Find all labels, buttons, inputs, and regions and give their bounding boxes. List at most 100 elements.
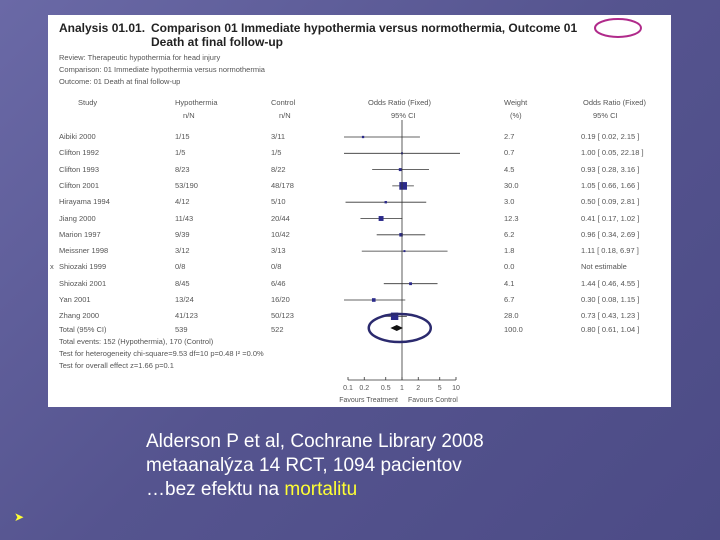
col-hypothermia: Hypothermia — [175, 98, 218, 107]
study-control: 3/11 — [271, 132, 286, 141]
study-or-text: 0.30 [ 0.08, 1.15 ] — [581, 295, 640, 304]
study-or-text: 0.50 [ 0.09, 2.81 ] — [581, 197, 640, 207]
study-name: Zhang 2000 — [59, 311, 100, 321]
study-or-text: 1.00 [ 0.05, 22.18 ] — [581, 148, 644, 158]
study-name: Yan 2001 — [59, 295, 91, 304]
study-control: 50/123 — [271, 311, 294, 321]
study-control: 1/5 — [271, 148, 282, 158]
study-marker — [390, 312, 399, 321]
study-name: Marion 1997 — [59, 229, 101, 239]
study-treatment: 13/24 — [175, 295, 194, 304]
study-treatment: 8/23 — [175, 164, 190, 174]
study-control: 10/42 — [271, 229, 290, 239]
col-weight: Weight — [504, 98, 528, 107]
study-name: Shiozaki 2001 — [59, 278, 107, 288]
study-treatment: 1/5 — [175, 148, 186, 158]
study-or-text: 0.96 [ 0.34, 2.69 ] — [581, 229, 640, 239]
study-treatment: 8/45 — [175, 278, 190, 288]
study-or-text: 0.19 [ 0.02, 2.15 ] — [581, 132, 640, 141]
review-line: Review: Therapeutic hypothermia for head… — [59, 53, 221, 62]
study-control: 20/44 — [271, 213, 290, 223]
excluded-marker: x — [50, 262, 54, 272]
study-name: Hirayama 1994 — [59, 197, 110, 207]
favours-treatment-label: Favours Treatment — [339, 397, 398, 404]
study-weight: 30.0 — [504, 180, 519, 190]
col-control-nN: n/N — [279, 111, 291, 120]
study-weight: 0.7 — [504, 148, 515, 158]
col-odds-ratio-ci: 95% CI — [391, 111, 416, 120]
highlight-circle — [367, 312, 433, 344]
forest-plot-svg: 0.1 0.2 0.5 1 2 5 10 Favours Treatment Favours C… — [339, 18, 642, 404]
study-weight: 6.7 — [504, 295, 515, 304]
col-weight-unit: (%) — [510, 111, 522, 120]
study-weight: 1.8 — [504, 246, 515, 256]
total-weight: 100.0 — [504, 325, 523, 334]
total-treatment-n: 539 — [175, 325, 188, 334]
study-weight: 0.0 — [504, 262, 515, 272]
study-name: Jiang 2000 — [59, 213, 96, 223]
study-weight: 28.0 — [504, 311, 519, 321]
caption-highlight: mortalitu — [284, 479, 358, 500]
study-treatment: 0/8 — [175, 262, 186, 272]
study-marker — [399, 182, 407, 190]
study-marker — [371, 298, 376, 302]
study-or-text: Not estimable — [581, 262, 627, 272]
col-or-value: Odds Ratio (Fixed) — [583, 98, 646, 107]
x-tick-label: 5 — [438, 385, 442, 392]
col-control: Control — [271, 98, 296, 107]
study-control: 0/8 — [271, 262, 282, 272]
study-name: Clifton 1992 — [59, 148, 100, 158]
study-treatment: 9/39 — [175, 229, 190, 239]
study-control: 48/178 — [271, 180, 294, 190]
study-or-text: 0.73 [ 0.43, 1.23 ] — [581, 311, 640, 321]
study-treatment: 41/123 — [175, 311, 198, 321]
x-tick-label: 10 — [452, 385, 460, 392]
study-marker — [409, 282, 412, 286]
outcome-line: Outcome: 01 Death at final follow-up — [59, 77, 181, 86]
caption-line-3-text: …bez efektu na — [146, 479, 285, 500]
study-name: Meissner 1998 — [59, 246, 109, 256]
study-control: 16/20 — [271, 295, 290, 304]
study-weight: 12.3 — [504, 213, 519, 223]
study-treatment: 53/190 — [175, 180, 198, 190]
col-hypothermia-nN: n/N — [183, 111, 195, 120]
study-treatment: 1/15 — [175, 132, 190, 141]
title-highlight-circle — [594, 18, 642, 38]
x-tick-label: 0.5 — [381, 385, 391, 392]
analysis-label: Analysis 01.01. — [59, 21, 146, 35]
x-tick-label: 0.1 — [343, 385, 353, 392]
x-tick-label: 0.2 — [359, 385, 369, 392]
study-marker — [378, 216, 384, 221]
caption-line-1: Alderson P et al, Cochrane Library 2008 — [146, 431, 484, 452]
study-or-text: 1.11 [ 0.18, 6.97 ] — [581, 246, 639, 256]
study-name: Aibiki 2000 — [59, 132, 96, 141]
total-control-n: 522 — [271, 325, 284, 334]
study-name: Clifton 2001 — [59, 180, 100, 190]
study-weight: 2.7 — [504, 132, 515, 141]
study-control: 6/46 — [271, 278, 286, 288]
heterogeneity-test: Test for heterogeneity chi-square=9.53 d… — [59, 349, 264, 358]
study-treatment: 11/43 — [175, 213, 194, 223]
bullet-arrow-icon: ➤ — [14, 510, 25, 524]
study-treatment: 4/12 — [175, 197, 190, 207]
study-or-text: 1.05 [ 0.66, 1.66 ] — [581, 180, 640, 190]
study-or-text: 0.41 [ 0.17, 1.02 ] — [581, 213, 640, 223]
study-treatment: 3/12 — [175, 246, 190, 256]
col-study: Study — [78, 98, 98, 107]
study-control: 3/13 — [271, 246, 286, 256]
study-control: 8/22 — [271, 164, 286, 174]
col-odds-ratio: Odds Ratio (Fixed) — [368, 98, 431, 107]
study-marker — [361, 135, 365, 139]
favours-control-label: Favours Control — [408, 397, 458, 404]
comparison-line: Comparison: 01 Immediate hypothermia ver… — [59, 65, 265, 74]
caption-line-2: metaanalýza 14 RCT, 1094 pacientov — [146, 455, 462, 476]
total-events: Total events: 152 (Hypothermia), 170 (Co… — [59, 337, 214, 346]
study-control: 5/10 — [271, 197, 286, 207]
study-or-text: 0.93 [ 0.28, 3.16 ] — [581, 164, 640, 174]
study-weight: 4.5 — [504, 164, 515, 174]
total-diamond — [390, 325, 403, 331]
forest-plot-panel: Analysis 01.01. Comparison 01 Immediate … — [48, 15, 671, 407]
study-or-text: 1.44 [ 0.46, 4.55 ] — [581, 278, 640, 288]
overall-effect-test: Test for overall effect z=1.66 p=0.1 — [59, 361, 174, 370]
study-marker — [399, 233, 403, 237]
